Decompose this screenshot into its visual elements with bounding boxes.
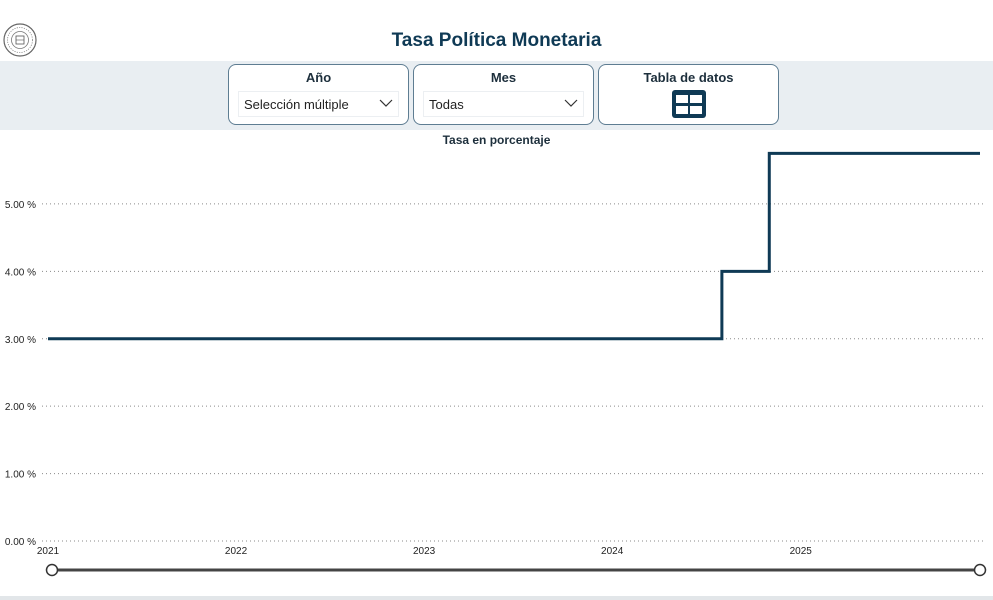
year-dropdown[interactable]: Selección múltiple [238,91,399,117]
x-tick-label: 2025 [790,546,813,557]
rate-series-line [48,151,980,341]
chart-title: Tasa en porcentaje [442,133,551,147]
y-tick-label: 1.00 % [5,470,36,481]
year-filter-card: Año Selección múltiple [228,64,409,125]
x-tick-label: 2024 [601,546,624,557]
x-tick-label: 2023 [413,546,436,557]
table-icon[interactable] [672,90,706,118]
month-dropdown-value: Todas [429,97,464,112]
y-tick-label: 2.00 % [5,402,36,413]
x-tick-label: 2021 [37,546,60,557]
month-dropdown[interactable]: Todas [423,91,584,117]
chevron-down-icon [379,99,393,107]
year-dropdown-value: Selección múltiple [244,97,349,112]
y-tick-label: 4.00 % [5,267,36,278]
bottom-divider [0,596,993,600]
chevron-down-icon [564,99,578,107]
y-tick-label: 3.00 % [5,335,36,346]
y-tick-label: 5.00 % [5,200,36,211]
year-filter-label: Año [305,70,332,85]
month-filter-label: Mes [490,70,517,85]
month-filter-card: Mes Todas [413,64,594,125]
data-table-card[interactable]: Tabla de datos [598,64,779,125]
x-tick-label: 2022 [225,546,248,557]
page-title: Tasa Política Monetaria [391,30,602,51]
range-slider-start-handle[interactable] [45,563,59,577]
y-tick-label: 0.00 % [5,537,36,548]
central-bank-seal-icon [3,23,37,57]
data-table-label: Tabla de datos [643,70,734,85]
range-slider-end-handle[interactable] [973,563,987,577]
